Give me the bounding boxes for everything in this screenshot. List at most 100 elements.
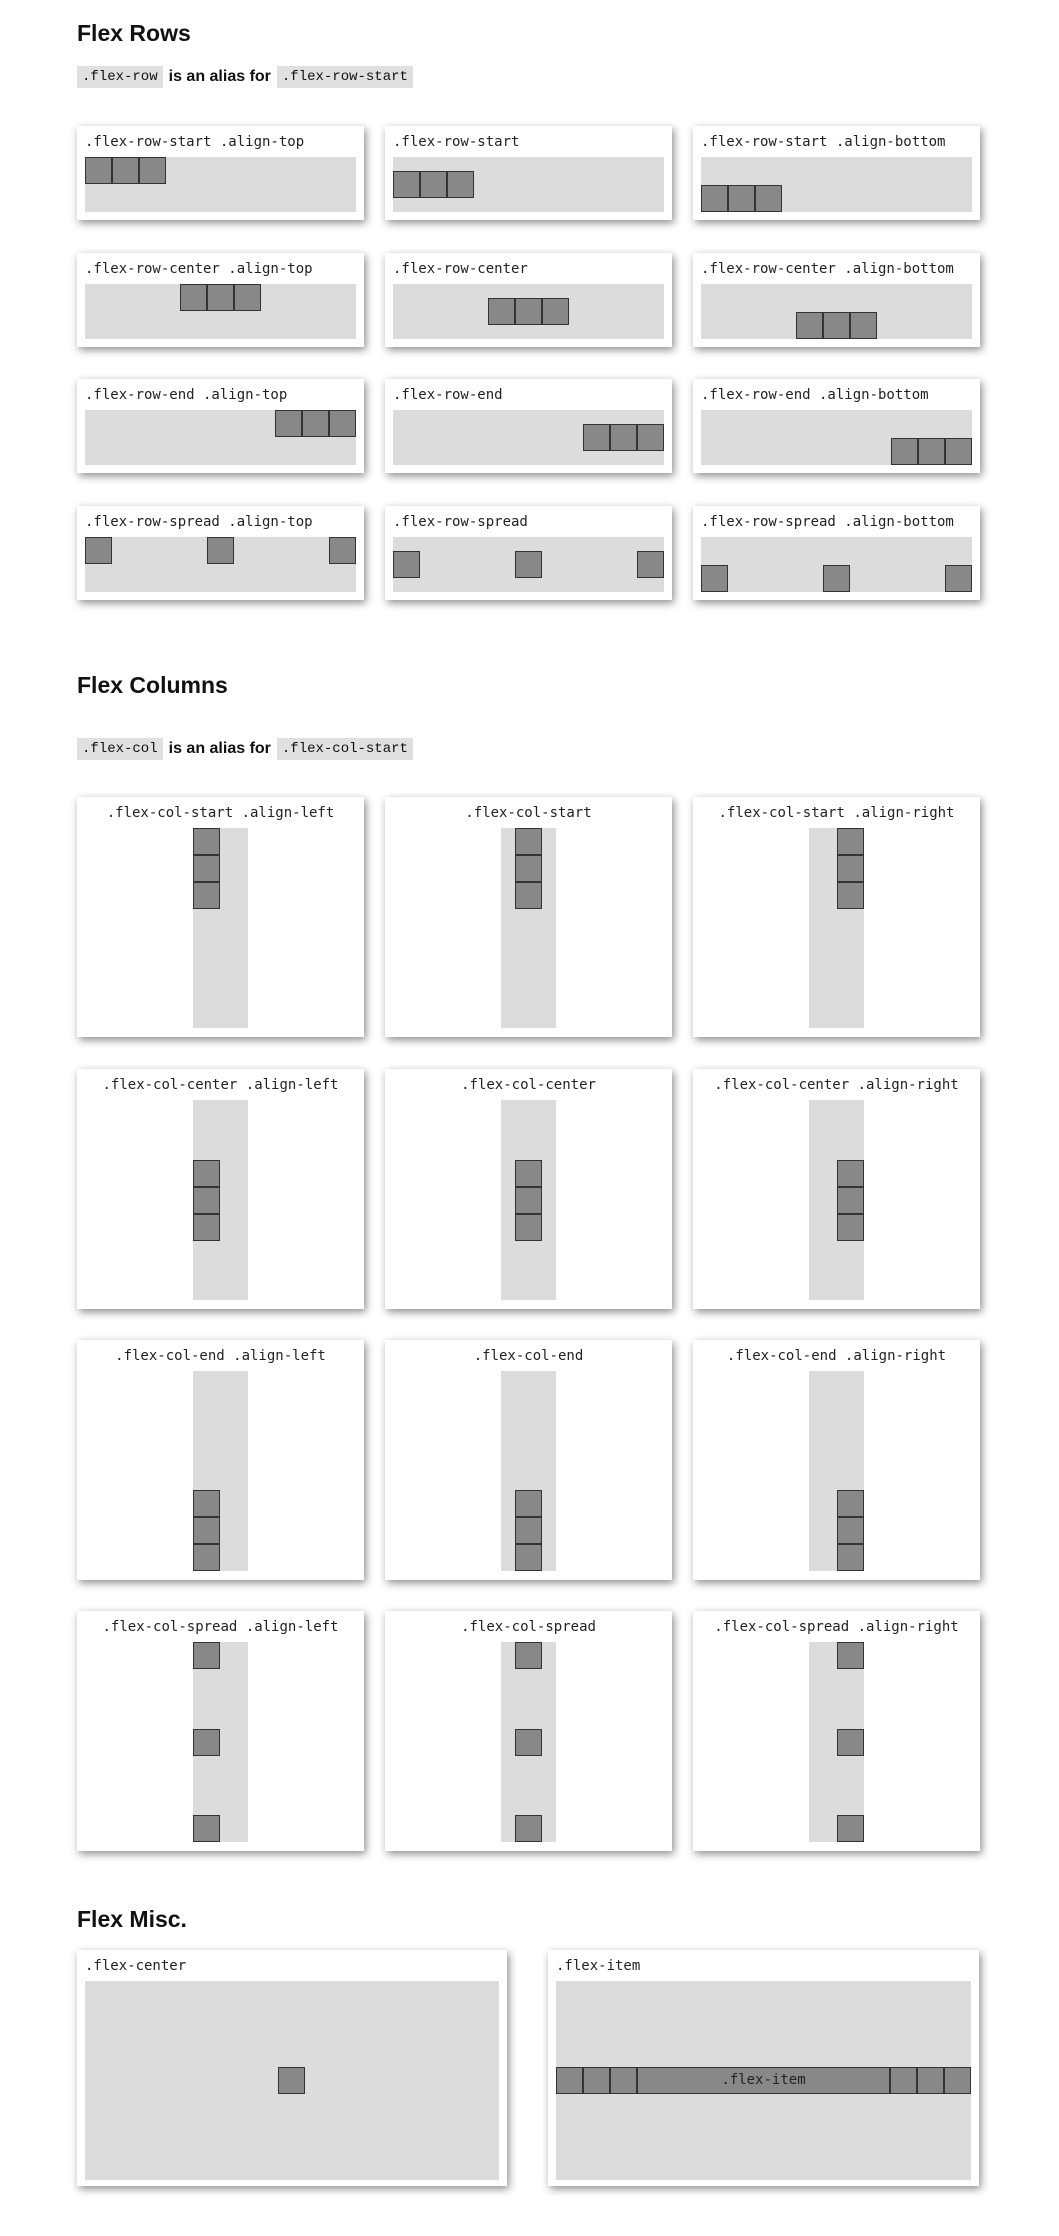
rows-alias-code: .flex-row xyxy=(77,66,163,88)
demo-box xyxy=(542,298,569,325)
demo-label: .flex-row-start .align-top xyxy=(85,134,305,150)
demo-box xyxy=(85,157,112,184)
demo-container xyxy=(809,1100,864,1300)
demo-box xyxy=(515,882,542,909)
demo-box xyxy=(302,410,329,437)
demo-container xyxy=(393,157,664,212)
demo-box xyxy=(515,1544,542,1571)
demo-card-flex-center: .flex-center xyxy=(77,1950,507,2186)
demo-label: .flex-row-center .align-bottom xyxy=(701,261,954,277)
demo-card-flex-item: .flex-item .flex-item xyxy=(548,1950,979,2186)
demo-container xyxy=(193,1371,248,1571)
demo-label: .flex-row-end xyxy=(393,387,503,403)
demo-box xyxy=(515,1642,542,1669)
demo-container xyxy=(393,537,664,592)
demo-card-flex-row: .flex-row-end .align-bottom xyxy=(693,379,980,473)
demo-label: .flex-row-start .align-bottom xyxy=(701,134,946,150)
demo-box xyxy=(837,1517,864,1544)
demo-label: .flex-row-center .align-top xyxy=(85,261,313,277)
demo-container xyxy=(501,828,556,1028)
demo-container xyxy=(393,284,664,339)
demo-card-flex-col: .flex-col-spread xyxy=(385,1611,672,1851)
demo-box xyxy=(515,551,542,578)
demo-box xyxy=(944,2067,971,2094)
demo-container xyxy=(701,537,972,592)
demo-box xyxy=(193,1160,220,1187)
demo-card-flex-col: .flex-col-center xyxy=(385,1069,672,1309)
demo-box xyxy=(515,1214,542,1241)
demo-box xyxy=(637,424,664,451)
demo-box xyxy=(193,1729,220,1756)
demo-card-flex-row: .flex-row-spread xyxy=(385,506,672,600)
demo-box xyxy=(193,855,220,882)
demo-card-flex-row: .flex-row-start .align-bottom xyxy=(693,126,980,220)
demo-box xyxy=(193,1544,220,1571)
demo-box xyxy=(837,1729,864,1756)
demo-container: .flex-item xyxy=(556,1981,971,2180)
section-title-flex-rows: Flex Rows xyxy=(77,20,191,46)
demo-card-flex-col: .flex-col-start .align-left xyxy=(77,797,364,1037)
demo-card-flex-row: .flex-row-center .align-top xyxy=(77,253,364,347)
demo-card-flex-col: .flex-col-end .align-right xyxy=(693,1340,980,1580)
demo-box xyxy=(275,410,302,437)
demo-box xyxy=(945,565,972,592)
demo-card-flex-col: .flex-col-start .align-right xyxy=(693,797,980,1037)
demo-card-flex-row: .flex-row-start .align-top xyxy=(77,126,364,220)
cols-alias-text: is an alias for xyxy=(168,740,271,757)
demo-container xyxy=(393,410,664,465)
demo-label: .flex-col-start .align-right xyxy=(718,805,955,821)
demo-box xyxy=(193,1490,220,1517)
demo-label: .flex-col-spread .align-left xyxy=(102,1619,339,1635)
demo-container xyxy=(193,1100,248,1300)
demo-card-flex-row: .flex-row-spread .align-bottom xyxy=(693,506,980,600)
demo-box xyxy=(610,2067,637,2094)
demo-container xyxy=(701,284,972,339)
demo-label: .flex-item xyxy=(556,1958,641,1974)
demo-box xyxy=(515,1517,542,1544)
demo-card-flex-row: .flex-row-end .align-top xyxy=(77,379,364,473)
demo-box xyxy=(420,171,447,198)
demo-box xyxy=(837,1187,864,1214)
section-title-flex-misc: Flex Misc. xyxy=(77,1906,187,1932)
demo-box xyxy=(837,1544,864,1571)
demo-box xyxy=(796,312,823,339)
demo-label: .flex-center xyxy=(85,1958,187,1974)
demo-label: .flex-row-end .align-bottom xyxy=(701,387,929,403)
demo-box xyxy=(515,828,542,855)
demo-box xyxy=(701,185,728,212)
demo-box xyxy=(755,185,782,212)
demo-card-flex-col: .flex-col-spread .align-right xyxy=(693,1611,980,1851)
demo-box xyxy=(112,157,139,184)
demo-label: .flex-col-spread xyxy=(461,1619,596,1635)
demo-box xyxy=(701,565,728,592)
demo-box xyxy=(515,1160,542,1187)
cols-alias-note: .flex-col is an alias for .flex-col-star… xyxy=(77,738,413,760)
demo-label: .flex-col-center .align-right xyxy=(714,1077,959,1093)
demo-container xyxy=(85,157,356,212)
demo-box xyxy=(610,424,637,451)
demo-card-flex-col: .flex-col-center .align-left xyxy=(77,1069,364,1309)
demo-card-flex-row: .flex-row-spread .align-top xyxy=(77,506,364,600)
demo-container xyxy=(85,537,356,592)
demo-container xyxy=(85,410,356,465)
demo-card-flex-row: .flex-row-start xyxy=(385,126,672,220)
demo-box xyxy=(393,551,420,578)
demo-label: .flex-col-start .align-left xyxy=(106,805,335,821)
demo-label: .flex-col-center .align-left xyxy=(102,1077,339,1093)
demo-box xyxy=(234,284,261,311)
demo-box xyxy=(329,410,356,437)
rows-alias-text: is an alias for xyxy=(168,68,271,85)
demo-box xyxy=(945,438,972,465)
demo-box xyxy=(193,1517,220,1544)
demo-container xyxy=(809,1642,864,1842)
demo-box xyxy=(823,565,850,592)
demo-box xyxy=(207,284,234,311)
demo-box xyxy=(278,2067,305,2094)
demo-box xyxy=(329,537,356,564)
demo-box xyxy=(85,537,112,564)
demo-box xyxy=(515,298,542,325)
demo-box xyxy=(515,1490,542,1517)
section-title-flex-columns: Flex Columns xyxy=(77,672,228,698)
demo-box xyxy=(583,2067,610,2094)
